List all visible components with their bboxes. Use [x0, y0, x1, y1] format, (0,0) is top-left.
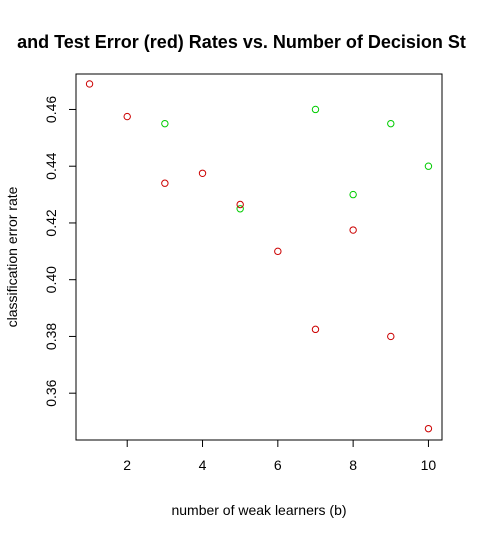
x-tick-label: 10	[421, 457, 437, 473]
green-point	[424, 162, 433, 170]
green-point	[311, 105, 320, 114]
x-axis-label: number of weak learners (b)	[171, 502, 346, 518]
x-tick-label: 8	[349, 457, 357, 473]
green-point	[349, 190, 357, 199]
y-axis-label: classification error rate	[4, 186, 20, 327]
plot-frame	[75, 73, 443, 441]
y-tick-label: 0.46	[43, 96, 59, 123]
x-tick-label: 2	[123, 457, 131, 473]
y-tick-label: 0.36	[43, 379, 59, 406]
red-point	[274, 247, 282, 256]
red-point	[85, 80, 94, 88]
data-points	[85, 80, 433, 433]
y-tick-label: 0.38	[43, 323, 59, 350]
green-point	[236, 205, 244, 213]
x-tick-label: 4	[199, 457, 207, 473]
red-point	[198, 169, 207, 178]
red-point	[424, 424, 433, 433]
x-axis: 2 4 6 8 10	[123, 439, 437, 473]
red-point	[236, 200, 244, 209]
red-point	[161, 179, 169, 187]
y-axis: 0.36 0.38 0.40 0.42 0.44 0.46	[43, 96, 77, 407]
y-tick-label: 0.40	[43, 266, 59, 293]
y-tick-label: 0.42	[43, 209, 59, 236]
red-point	[311, 325, 320, 334]
red-point	[349, 226, 357, 234]
red-point	[123, 112, 131, 121]
green-point	[387, 119, 395, 128]
y-tick-label: 0.44	[43, 152, 59, 179]
red-point	[387, 332, 395, 341]
green-point	[161, 119, 169, 128]
chart-title: and Test Error (red) Rates vs. Number of…	[17, 32, 466, 52]
x-tick-label: 6	[274, 457, 282, 473]
